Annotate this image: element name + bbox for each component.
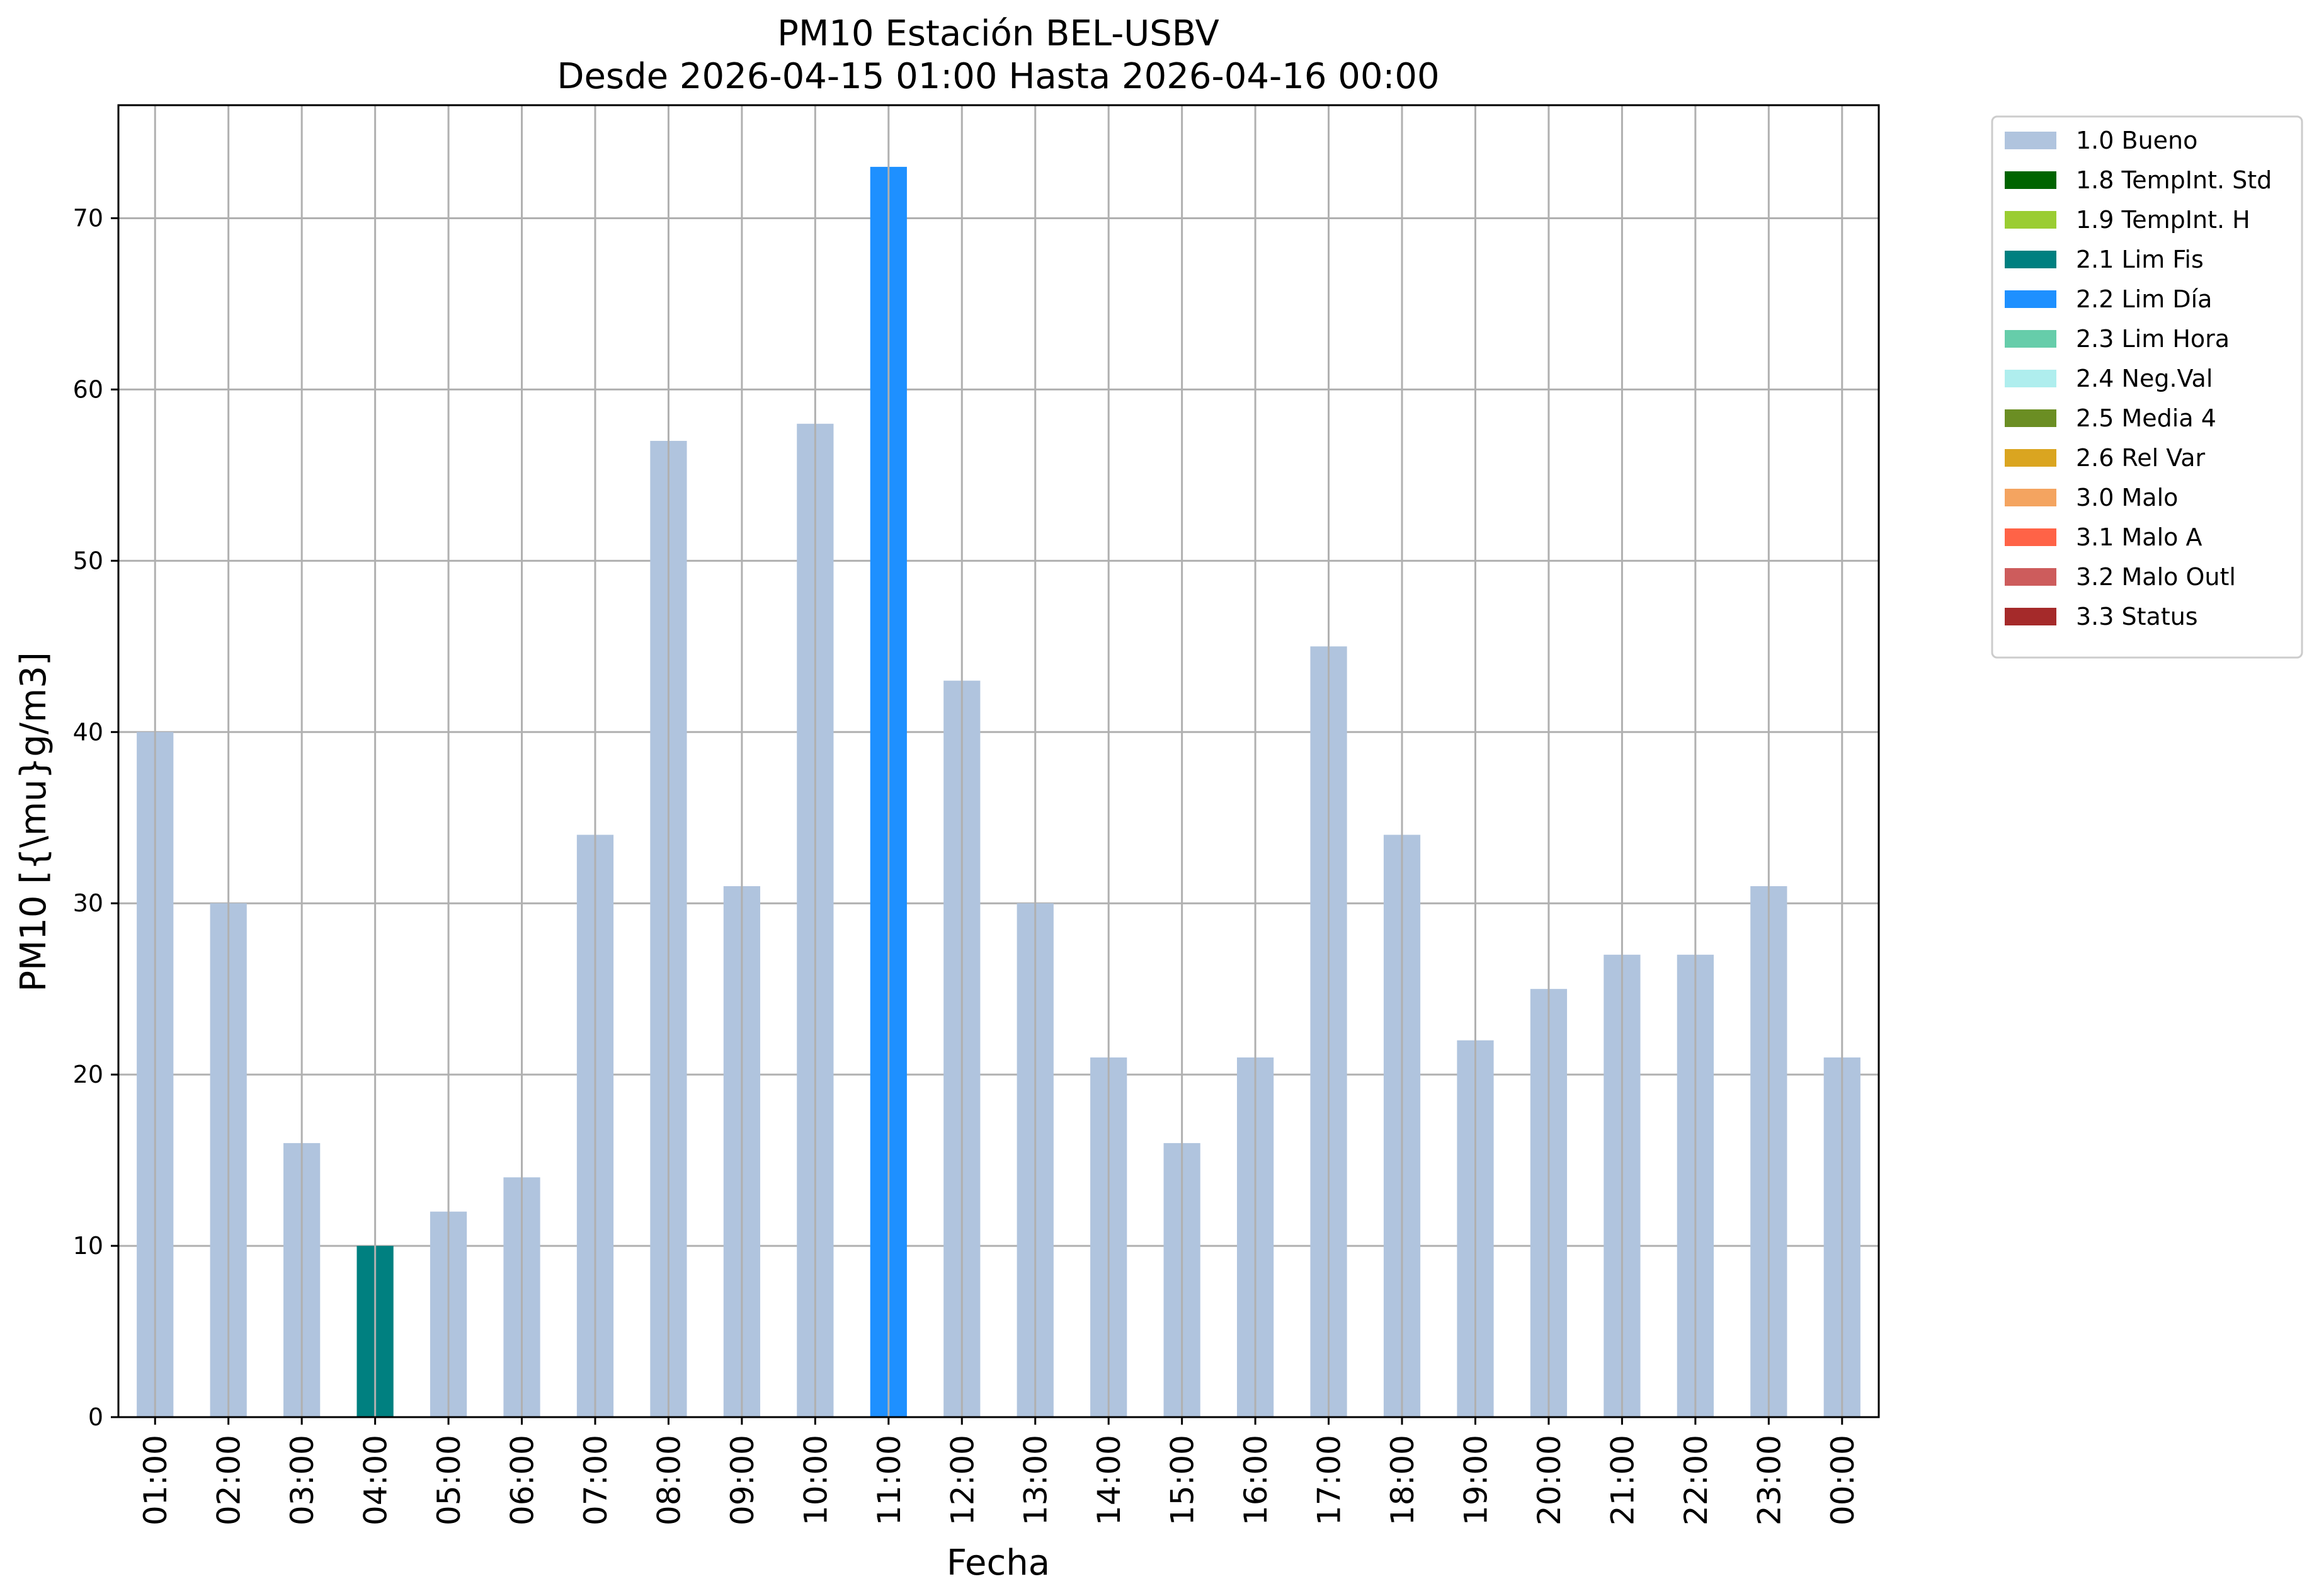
plot-frame	[117, 104, 1880, 1418]
x-tick-label: 00:00	[1825, 1435, 1861, 1525]
y-tick-label: 20	[73, 1061, 103, 1088]
x-tick-label: 21:00	[1604, 1435, 1641, 1525]
legend-box	[1991, 115, 2303, 659]
x-tick-label: 05:00	[431, 1435, 467, 1525]
legend-swatch	[2005, 608, 2056, 625]
x-tick-label: 09:00	[724, 1435, 761, 1525]
legend-swatch	[2005, 409, 2056, 427]
x-tick-label: 01:00	[137, 1435, 174, 1525]
legend-label: 2.4 Neg.Val	[2076, 365, 2213, 392]
x-tick-label: 22:00	[1678, 1435, 1714, 1525]
x-axis-label: Fecha	[947, 1542, 1050, 1583]
legend-label: 3.1 Malo A	[2076, 523, 2202, 551]
x-tick-label: 04:00	[358, 1435, 394, 1525]
x-tick-label: 23:00	[1751, 1435, 1787, 1525]
y-tick-label: 10	[73, 1232, 103, 1260]
legend-label: 3.3 Status	[2076, 603, 2198, 630]
legend-swatch	[2005, 251, 2056, 268]
x-tick-label: 08:00	[651, 1435, 687, 1525]
legend-swatch	[2005, 171, 2056, 189]
x-tick-label: 15:00	[1165, 1435, 1201, 1525]
x-tick-label: 20:00	[1531, 1435, 1568, 1525]
legend-label: 2.2 Lim Día	[2076, 285, 2212, 313]
x-tick-label: 12:00	[944, 1435, 981, 1525]
y-tick-label: 30	[73, 889, 103, 917]
axis-ticks: 0 10 20 30 40 50 60 70 01:00 02:00 03:00 04:00 05:00…	[73, 204, 1861, 1525]
y-tick-label: 0	[88, 1403, 103, 1431]
legend-label: 1.0 Bueno	[2076, 127, 2197, 154]
legend-label: 3.2 Malo Outl	[2076, 563, 2236, 591]
x-tick-label: 13:00	[1018, 1435, 1054, 1525]
x-tick-label: 19:00	[1457, 1435, 1494, 1525]
y-axis-label: PM10 [{\mu}g/m3]	[13, 652, 54, 992]
x-tick-label: 06:00	[504, 1435, 541, 1525]
grid-lines	[118, 217, 1879, 1418]
legend: 1.0 Bueno 1.8 TempInt. Std 1.9 TempInt. H 2…	[1991, 115, 2303, 659]
legend-label: 2.3 Lim Hora	[2076, 325, 2230, 353]
legend-label: 1.8 TempInt. Std	[2076, 166, 2272, 194]
legend-label: 2.6 Rel Var	[2076, 444, 2206, 472]
y-tick-label: 60	[73, 375, 103, 403]
x-tick-label: 10:00	[797, 1435, 834, 1525]
legend-swatch	[2005, 132, 2056, 149]
x-tick-label: 17:00	[1311, 1435, 1348, 1525]
x-tick-label: 07:00	[578, 1435, 614, 1525]
x-tick-label: 18:00	[1384, 1435, 1421, 1525]
legend-swatch	[2005, 330, 2056, 348]
bars	[137, 105, 1860, 1418]
y-tick-label: 50	[73, 547, 103, 574]
legend-swatch	[2005, 489, 2056, 506]
chart-title: PM10 Estación BEL-USBV	[777, 13, 1219, 54]
y-tick-label: 40	[73, 718, 103, 746]
legend-label: 2.5 Media 4	[2076, 404, 2216, 432]
legend-swatch	[2005, 370, 2056, 387]
legend-swatch	[2005, 528, 2056, 546]
legend-swatch	[2005, 449, 2056, 467]
y-tick-label: 70	[73, 204, 103, 232]
legend-swatch	[2005, 211, 2056, 229]
x-tick-label: 14:00	[1091, 1435, 1127, 1525]
x-tick-label: 16:00	[1238, 1435, 1274, 1525]
legend-swatch	[2005, 568, 2056, 586]
x-tick-label: 11:00	[871, 1435, 908, 1525]
legend-label: 3.0 Malo	[2076, 484, 2178, 511]
legend-label: 1.9 TempInt. H	[2076, 206, 2250, 234]
x-tick-label: 02:00	[211, 1435, 248, 1525]
legend-swatch	[2005, 290, 2056, 308]
x-tick-label: 03:00	[284, 1435, 321, 1525]
chart-subtitle: Desde 2026-04-15 01:00 Hasta 2026-04-16 …	[557, 56, 1439, 97]
legend-label: 2.1 Lim Fis	[2076, 246, 2204, 273]
